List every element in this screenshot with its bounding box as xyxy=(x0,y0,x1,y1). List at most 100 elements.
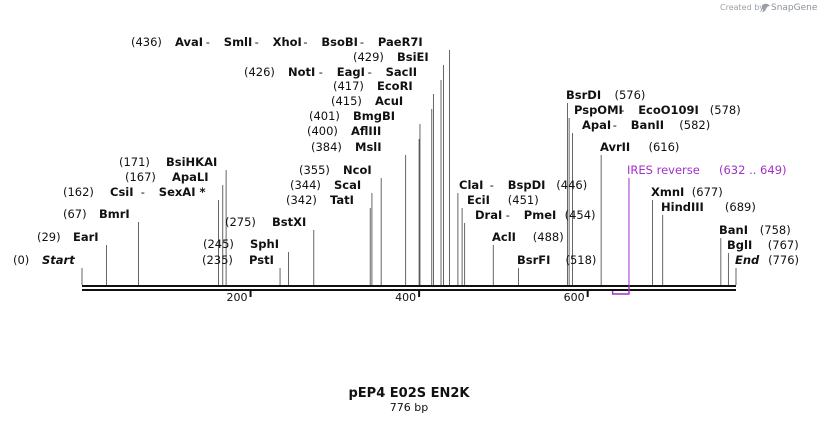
site-position: (162) xyxy=(63,185,94,199)
credit-prefix: Created by xyxy=(720,3,764,12)
site-position: (758) xyxy=(760,223,791,237)
site-position: (429) xyxy=(353,50,384,64)
site-position: (767) xyxy=(768,238,799,252)
site-label-400[interactable]: (400) AflIII xyxy=(307,124,381,138)
site-position: (401) xyxy=(309,109,340,123)
site-label-171[interactable]: (171) BsiHKAI xyxy=(119,155,217,169)
site-label-451[interactable]: EciI (451) xyxy=(467,193,539,207)
site-label-401[interactable]: (401) BmgBI xyxy=(309,109,395,123)
site-position: (578) xyxy=(710,103,741,117)
site-label-776[interactable]: End (776) xyxy=(735,253,799,267)
site-label-162[interactable]: (162) CsiI - SexAI * xyxy=(63,185,206,199)
site-position: (582) xyxy=(679,118,710,132)
site-separator: - xyxy=(368,65,372,79)
enzyme-name: AflIII xyxy=(351,124,381,138)
site-separator: - xyxy=(255,35,259,49)
site-label-235[interactable]: (235) PstI xyxy=(202,253,274,267)
feature-range: (632 .. 649) xyxy=(719,163,787,177)
enzyme-name: SphI xyxy=(250,237,279,251)
site-label-582[interactable]: ApaI - BanII (582) xyxy=(582,118,710,132)
site-label-576[interactable]: BsrDI (576) xyxy=(566,88,645,102)
site-position: (400) xyxy=(307,124,338,138)
enzyme-name: CsiI xyxy=(110,185,134,199)
site-label-417[interactable]: (417) EcoRI xyxy=(333,79,413,93)
site-label-767[interactable]: BglI (767) xyxy=(727,238,799,252)
site-labels: (0) Start (29) EarI (67) BmrI (162) CsiI - SexA… xyxy=(13,35,799,267)
enzyme-name: AclI xyxy=(492,230,516,244)
feature-ires-reverse[interactable]: IRES reverse (632 .. 649) xyxy=(611,163,787,295)
enzyme-name: BanII xyxy=(631,118,664,132)
enzyme-name: PmeI xyxy=(524,208,557,222)
site-position: (355) xyxy=(299,163,330,177)
enzyme-name: EcoO109I xyxy=(638,103,699,117)
enzyme-name: NotI xyxy=(288,65,315,79)
site-label-67[interactable]: (67) BmrI xyxy=(63,207,130,221)
site-position: (29) xyxy=(37,230,61,244)
site-position: (677) xyxy=(692,185,723,199)
site-label-677[interactable]: XmnI (677) xyxy=(651,185,723,199)
site-label-245[interactable]: (245) SphI xyxy=(203,237,279,251)
enzyme-name: MslI xyxy=(355,140,382,154)
enzyme-name: SmlI xyxy=(224,35,253,49)
site-label-426[interactable]: (426) NotI - EagI - SacII xyxy=(244,65,417,79)
site-position: (245) xyxy=(203,237,234,251)
site-position: (415) xyxy=(331,94,362,108)
enzyme-name: BanI xyxy=(719,223,748,237)
site-label-488[interactable]: AclI (488) xyxy=(492,230,564,244)
feature-arrow-icon xyxy=(611,286,630,295)
site-label-616[interactable]: AvrII (616) xyxy=(600,140,679,154)
site-position: (0) xyxy=(13,253,29,267)
site-label-0[interactable]: (0) Start xyxy=(13,253,75,267)
site-separator: - xyxy=(303,35,307,49)
enzyme-name: AcuI xyxy=(375,94,403,108)
site-position: (426) xyxy=(244,65,275,79)
enzyme-name: PspOMI xyxy=(574,103,623,117)
ruler-ticks: 200 400 600 xyxy=(227,290,589,304)
site-position: (451) xyxy=(508,193,539,207)
site-label-384[interactable]: (384) MslI xyxy=(311,140,382,154)
site-position: (384) xyxy=(311,140,342,154)
feature-name: IRES reverse xyxy=(627,163,700,177)
enzyme-name: ApaLI xyxy=(172,170,209,184)
site-label-436[interactable]: (436) AvaI - SmlI - XhoI - BsoBI - PaeR7I xyxy=(131,35,423,49)
enzyme-name: EciI xyxy=(467,193,490,207)
site-label-446[interactable]: ClaI - BspDI (446) xyxy=(459,178,587,192)
site-label-758[interactable]: BanI (758) xyxy=(719,223,791,237)
map-subtitle: 776 bp xyxy=(390,401,428,414)
enzyme-name: XmnI xyxy=(651,185,684,199)
enzyme-name: ScaI xyxy=(334,178,361,192)
site-label-415[interactable]: (415) AcuI xyxy=(331,94,403,108)
snapgene-logo-icon xyxy=(761,3,770,12)
site-label-342[interactable]: (342) TatI xyxy=(286,193,354,207)
enzyme-name: BsrFI xyxy=(517,253,550,267)
site-label-355[interactable]: (355) NcoI xyxy=(299,163,372,177)
enzyme-name: PaeR7I xyxy=(378,35,423,49)
site-label-689[interactable]: HindIII (689) xyxy=(661,200,756,214)
site-position: (488) xyxy=(533,230,564,244)
enzyme-name: XhoI xyxy=(273,35,302,49)
enzyme-name: AvaI xyxy=(175,35,203,49)
site-separator: - xyxy=(620,103,624,117)
site-label-518[interactable]: BsrFI (518) xyxy=(517,253,596,267)
site-label-29[interactable]: (29) EarI xyxy=(37,230,99,244)
site-label-429[interactable]: (429) BsiEI xyxy=(353,50,429,64)
site-label-344[interactable]: (344) ScaI xyxy=(290,178,361,192)
site-separator: - xyxy=(141,185,145,199)
site-label-167[interactable]: (167) ApaLI xyxy=(125,170,209,184)
enzyme-name: TatI xyxy=(330,193,354,207)
enzyme-name: BsrDI xyxy=(566,88,601,102)
site-label-275[interactable]: (275) BstXI xyxy=(225,215,306,229)
site-label-454[interactable]: DraI - PmeI (454) xyxy=(475,208,596,222)
site-label-578[interactable]: PspOMI - EcoO109I (578) xyxy=(574,103,741,117)
enzyme-name: Start xyxy=(42,253,75,267)
site-separator: - xyxy=(506,208,510,222)
map-title: pEP4 E02S EN2K xyxy=(348,386,470,401)
site-position: (275) xyxy=(225,215,256,229)
site-position: (167) xyxy=(125,170,156,184)
enzyme-name: EarI xyxy=(73,230,99,244)
enzyme-name: PstI xyxy=(249,253,274,267)
enzyme-name: BsiEI xyxy=(397,50,429,64)
site-separator: - xyxy=(319,65,323,79)
enzyme-name: ApaI xyxy=(582,118,611,132)
enzyme-name: BsiHKAI xyxy=(166,155,217,169)
